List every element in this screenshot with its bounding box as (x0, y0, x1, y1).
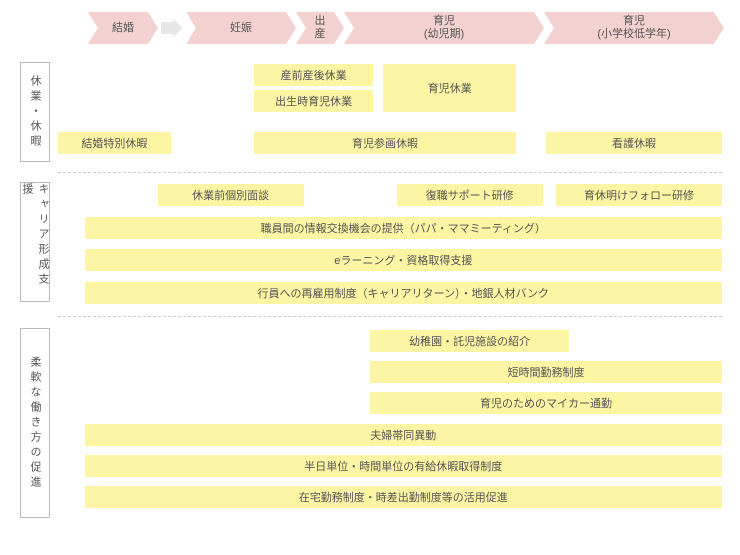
section-divider (58, 316, 722, 317)
policy-bar: 復職サポート研修 (397, 184, 543, 206)
policy-bar: eラーニング・資格取得支援 (85, 249, 722, 271)
policy-bar: 在宅勤務制度・時差出勤制度等の活用促進 (85, 486, 722, 508)
section-body: 休業前個別面談 復職サポート研修育休明けフォロー研修職員間の情報交換機会の提供（パ… (58, 182, 722, 302)
stage-gap-arrow (158, 12, 186, 44)
policy-bar: 夫婦帯同異動 (85, 424, 722, 446)
policy-bar: 出生時育児休業 (254, 90, 374, 112)
section-label: キャリア形成支援 (20, 182, 50, 302)
policy-bar: 行員への再雇用制度（キャリアリターン）・地銀人材バンク (85, 282, 722, 304)
life-stage: 育児 (幼児期) (344, 12, 544, 44)
section-label: 柔軟な働き方の促進 (20, 328, 50, 518)
policy-bar: 育休明けフォロー研修 (556, 184, 722, 206)
policy-bar: 産前産後休業 (254, 64, 374, 86)
policy-bar: 育児のためのマイカー通勤 (370, 392, 722, 414)
life-stage: 育児 (小学校低学年) (544, 12, 724, 44)
policy-bar: 結婚特別休暇 (58, 132, 171, 154)
life-stage: 出 産 (296, 12, 344, 44)
policy-bar: 育児休業 (383, 64, 516, 112)
section-divider (58, 172, 722, 173)
policy-bar: 職員間の情報交換機会の提供（パパ・ママミーティング） (85, 217, 722, 239)
policy-bar: 半日単位・時間単位の有給休暇取得制度 (85, 455, 722, 477)
policy-bar: 休業前個別面談 (158, 184, 304, 206)
section-body: 幼稚園・託児施設の紹介短時間勤務制度育児のためのマイカー通勤夫婦帯同異動半日単位… (58, 328, 722, 518)
section: 休業・休暇 産前産後休業出生時育児休業育児休業結婚特別休暇 育児参画休暇 看護休暇 (20, 62, 722, 162)
section: キャリア形成支援 休業前個別面談 復職サポート研修育休明けフォロー研修職員間の情報交… (20, 182, 722, 302)
life-stages-row: 結婚 妊娠 出 産 育児 (幼児期) 育児 (小学校低学年) (88, 10, 730, 46)
policy-bar: 短時間勤務制度 (370, 361, 722, 383)
policy-bar: 幼稚園・託児施設の紹介 (370, 330, 569, 352)
section-body: 産前産後休業出生時育児休業育児休業結婚特別休暇 育児参画休暇 看護休暇 (58, 62, 722, 162)
life-stage: 結婚 (88, 12, 158, 44)
policy-bar: 育児参画休暇 (254, 132, 516, 154)
policy-bar: 看護休暇 (546, 132, 722, 154)
life-stage: 妊娠 (186, 12, 296, 44)
section: 柔軟な働き方の促進幼稚園・託児施設の紹介短時間勤務制度育児のためのマイカー通勤夫… (20, 328, 722, 518)
section-label: 休業・休暇 (20, 62, 50, 162)
